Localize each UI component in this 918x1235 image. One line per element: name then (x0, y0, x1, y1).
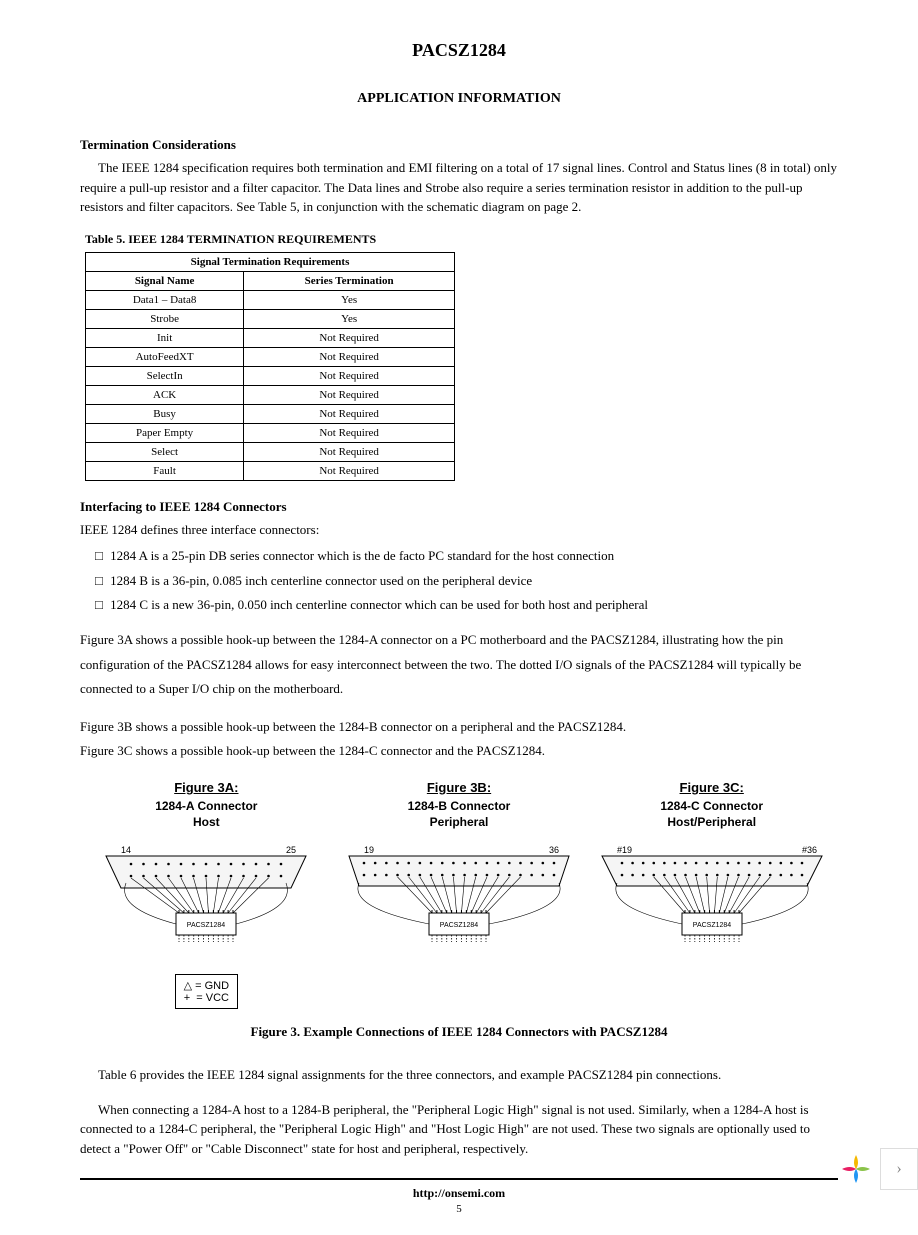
svg-text:25: 25 (286, 845, 296, 855)
svg-text:#36: #36 (802, 845, 817, 855)
interfacing-heading: Interfacing to IEEE 1284 Connectors (80, 499, 838, 515)
svg-text:PACSZ1284: PACSZ1284 (440, 922, 478, 929)
figure-3b-svg: 19 36 PACSZ1284 (344, 838, 574, 968)
table-row: Data1 – Data8Yes (86, 290, 455, 309)
table5-caption: Table 5. IEEE 1284 TERMINATION REQUIREME… (80, 232, 838, 247)
table5: Signal Termination Requirements Signal N… (85, 252, 455, 481)
svg-text:14: 14 (121, 845, 131, 855)
table-row: BusyNot Required (86, 404, 455, 423)
legend-box: △ = GND + = VCC (175, 974, 238, 1009)
table-row: SelectNot Required (86, 442, 455, 461)
figure-3c-subtitle: 1284-C ConnectorHost/Peripheral (585, 799, 838, 830)
figure-3a: Figure 3A: 1284-A ConnectorHost 14 25 PA… (80, 780, 333, 1009)
figure-3b-subtitle: 1284-B ConnectorPeripheral (333, 799, 586, 830)
footer-url: http://onsemi.com (80, 1178, 838, 1201)
bullet-1: 1284 A is a 25-pin DB series connector w… (95, 544, 838, 569)
figure-3a-subtitle: 1284-A ConnectorHost (80, 799, 333, 830)
document-title: PACSZ1284 (80, 40, 838, 61)
table-row: StrobeYes (86, 309, 455, 328)
interfacing-intro: IEEE 1284 defines three interface connec… (80, 520, 838, 540)
nav-logo-icon (838, 1151, 874, 1187)
bullet-3: 1284 C is a new 36-pin, 0.050 inch cente… (95, 593, 838, 618)
bullet-list: 1284 A is a 25-pin DB series connector w… (95, 544, 838, 618)
table-row: InitNot Required (86, 328, 455, 347)
figure-3c-title: Figure 3C: (585, 780, 838, 795)
figure-3c-svg: #19 #36 #18 PACSZ1284 (597, 838, 827, 968)
interfacing-para-c: Figure 3C shows a possible hook-up betwe… (80, 741, 838, 761)
figure-3a-title: Figure 3A: (80, 780, 333, 795)
table-row: SelectInNot Required (86, 366, 455, 385)
table5-col0: Signal Name (86, 271, 244, 290)
figures-row: Figure 3A: 1284-A ConnectorHost 14 25 PA… (80, 780, 838, 1009)
closing-p2: When connecting a 1284-A host to a 1284-… (80, 1100, 838, 1159)
interfacing-para-a: Figure 3A shows a possible hook-up betwe… (80, 628, 838, 702)
page-number: 5 (80, 1203, 838, 1215)
bullet-2: 1284 B is a 36-pin, 0.085 inch centerlin… (95, 569, 838, 594)
table5-col1: Series Termination (244, 271, 455, 290)
section-heading: APPLICATION INFORMATION (80, 91, 838, 107)
svg-text:36: 36 (549, 845, 559, 855)
bottom-nav: › (838, 1148, 918, 1190)
closing-p1: Table 6 provides the IEEE 1284 signal as… (80, 1065, 838, 1085)
termination-paragraph: The IEEE 1284 specification requires bot… (80, 158, 838, 217)
figure-3b-title: Figure 3B: (333, 780, 586, 795)
figure-3c: Figure 3C: 1284-C ConnectorHost/Peripher… (585, 780, 838, 1009)
interfacing-para-b: Figure 3B shows a possible hook-up betwe… (80, 717, 838, 737)
termination-heading: Termination Considerations (80, 137, 838, 153)
svg-text:19: 19 (364, 845, 374, 855)
table-row: AutoFeedXTNot Required (86, 347, 455, 366)
table-row: FaultNot Required (86, 461, 455, 480)
svg-text:PACSZ1284: PACSZ1284 (187, 922, 225, 929)
figure3-caption: Figure 3. Example Connections of IEEE 12… (80, 1024, 838, 1040)
table5-merged-header: Signal Termination Requirements (86, 252, 455, 271)
table-row: Paper EmptyNot Required (86, 423, 455, 442)
next-page-button[interactable]: › (880, 1148, 918, 1190)
figure-3a-svg: 14 25 PACSZ1284 (96, 838, 316, 968)
svg-text:#19: #19 (617, 845, 632, 855)
figure-3b: Figure 3B: 1284-B ConnectorPeripheral 19… (333, 780, 586, 1009)
table-row: ACKNot Required (86, 385, 455, 404)
svg-text:PACSZ1284: PACSZ1284 (692, 922, 730, 929)
